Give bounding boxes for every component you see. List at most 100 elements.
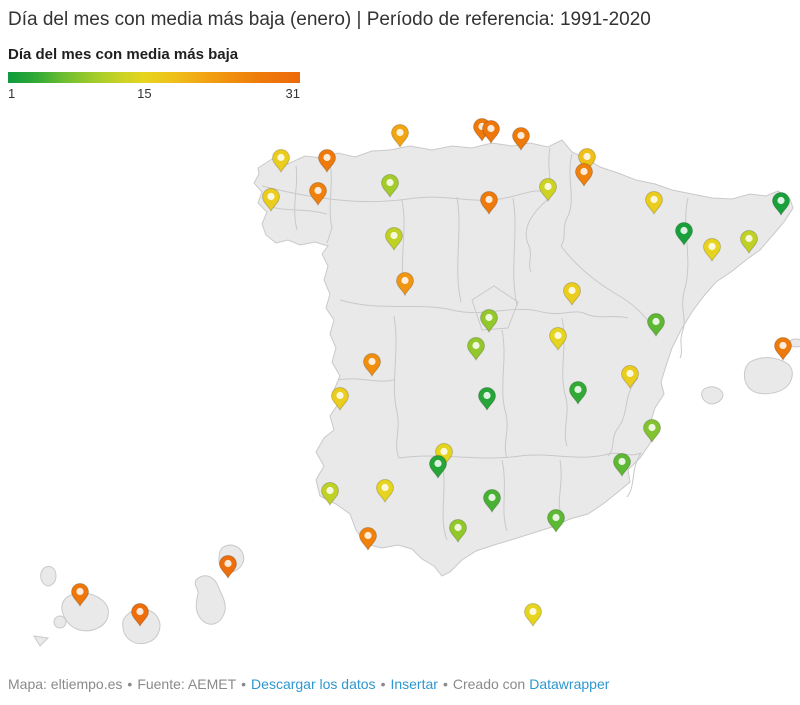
separator-dot: • xyxy=(442,676,448,692)
mallorca-island xyxy=(743,357,793,395)
legend: Día del mes con media más baja 1 15 31 xyxy=(8,46,300,102)
datawrapper-brand-link[interactable]: Datawrapper xyxy=(529,676,610,692)
pin-hole xyxy=(517,131,525,140)
map-pin[interactable] xyxy=(218,555,238,580)
la-gomera-island xyxy=(53,615,67,629)
pin-hole xyxy=(434,459,442,468)
map-pin[interactable] xyxy=(702,238,722,263)
gran-canaria-island xyxy=(122,608,161,645)
map-pin[interactable] xyxy=(320,482,340,507)
map-pin[interactable] xyxy=(562,282,582,307)
map-pin[interactable] xyxy=(395,272,415,297)
pin-hole xyxy=(364,531,372,540)
pin-hole xyxy=(472,341,480,350)
pin-hole xyxy=(580,167,588,176)
pin-hole xyxy=(454,523,462,532)
pin-hole xyxy=(396,128,404,137)
ibiza-island xyxy=(701,386,724,405)
map-pin[interactable] xyxy=(548,327,568,352)
map-pin[interactable] xyxy=(428,455,448,480)
mainland-spain xyxy=(253,139,794,577)
pin-hole xyxy=(488,493,496,502)
map-pin[interactable] xyxy=(390,124,410,149)
pin-hole xyxy=(650,195,658,204)
pin-hole xyxy=(277,153,285,162)
map-pin[interactable] xyxy=(308,182,328,207)
created-with-label: Creado con xyxy=(452,676,526,692)
pin-hole xyxy=(680,226,688,235)
pin-hole xyxy=(552,513,560,522)
footer: Mapa: eltiempo.es • Fuente: AEMET • Descarga… xyxy=(8,676,792,692)
pin-hole xyxy=(401,276,409,285)
legend-label-mid: 15 xyxy=(137,86,152,101)
map-pin[interactable] xyxy=(448,519,468,544)
pins-layer xyxy=(70,118,793,628)
map-pin[interactable] xyxy=(330,387,350,412)
map-pin[interactable] xyxy=(466,337,486,362)
map-pin[interactable] xyxy=(574,163,594,188)
map-pin[interactable] xyxy=(739,230,759,255)
map-pin[interactable] xyxy=(511,127,531,152)
pin-hole xyxy=(544,182,552,191)
map-pin[interactable] xyxy=(261,188,281,213)
pin-hole xyxy=(440,447,448,456)
map-pin[interactable] xyxy=(644,191,664,216)
map-pin[interactable] xyxy=(380,174,400,199)
map-pin[interactable] xyxy=(70,583,90,608)
map-pin[interactable] xyxy=(538,178,558,203)
pin-hole xyxy=(487,124,495,133)
legend-label-max: 31 xyxy=(285,86,300,101)
map-pin[interactable] xyxy=(773,337,793,362)
pin-hole xyxy=(386,178,394,187)
province-borders xyxy=(261,147,689,541)
map-pin[interactable] xyxy=(771,192,791,217)
pin-hole xyxy=(267,192,275,201)
map-pin[interactable] xyxy=(568,381,588,406)
page-title: Día del mes con media más baja (enero) |… xyxy=(8,9,651,30)
map-pin[interactable] xyxy=(271,149,291,174)
map-pin[interactable] xyxy=(434,443,454,468)
map-pin[interactable] xyxy=(362,353,382,378)
pin-hole xyxy=(777,196,785,205)
map-pin[interactable] xyxy=(546,509,566,534)
pin-hole xyxy=(626,369,634,378)
map-pin[interactable] xyxy=(646,313,666,338)
pin-hole xyxy=(336,391,344,400)
pin-hole xyxy=(618,457,626,466)
pin-hole xyxy=(568,286,576,295)
map-pin[interactable] xyxy=(358,527,378,552)
landmasses xyxy=(33,139,800,647)
map-pin[interactable] xyxy=(612,453,632,478)
pin-hole xyxy=(390,231,398,240)
map-pin[interactable] xyxy=(479,191,499,216)
map-pin[interactable] xyxy=(642,419,662,444)
map-pin[interactable] xyxy=(477,387,497,412)
pin-hole xyxy=(779,341,787,350)
map-pin[interactable] xyxy=(523,603,543,628)
pin-hole xyxy=(76,587,84,596)
pin-hole xyxy=(554,331,562,340)
map-pin[interactable] xyxy=(620,365,640,390)
map-pin[interactable] xyxy=(577,148,597,173)
separator-dot: • xyxy=(127,676,133,692)
map-pin[interactable] xyxy=(384,227,404,252)
pin-hole xyxy=(708,242,716,251)
embed-link[interactable]: Insertar xyxy=(390,676,438,692)
pin-hole xyxy=(485,195,493,204)
map-pin[interactable] xyxy=(130,603,150,628)
map-pin[interactable] xyxy=(317,149,337,174)
map-pin[interactable] xyxy=(674,222,694,247)
pin-hole xyxy=(323,153,331,162)
map-pin[interactable] xyxy=(375,479,395,504)
legend-gradient xyxy=(8,72,300,83)
download-data-link[interactable]: Descargar los datos xyxy=(251,676,376,692)
map-pin[interactable] xyxy=(479,309,499,334)
pin-hole xyxy=(483,391,491,400)
pin-hole xyxy=(652,317,660,326)
map-pin[interactable] xyxy=(482,489,502,514)
separator-dot: • xyxy=(380,676,386,692)
map-pin[interactable] xyxy=(481,120,501,145)
pin-hole xyxy=(224,559,232,568)
la-palma-island xyxy=(40,565,57,587)
separator-dot: • xyxy=(241,676,247,692)
